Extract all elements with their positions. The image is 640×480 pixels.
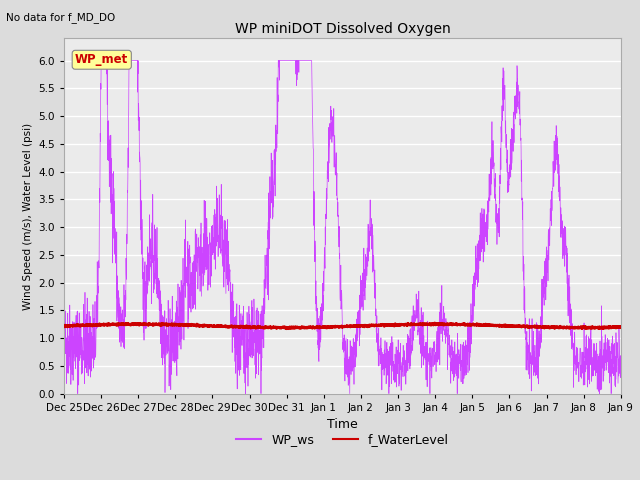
Legend: WP_ws, f_WaterLevel: WP_ws, f_WaterLevel xyxy=(231,428,454,451)
X-axis label: Time: Time xyxy=(327,418,358,431)
Text: No data for f_MD_DO: No data for f_MD_DO xyxy=(6,12,116,23)
Y-axis label: Wind Speed (m/s), Water Level (psi): Wind Speed (m/s), Water Level (psi) xyxy=(23,122,33,310)
Text: WP_met: WP_met xyxy=(75,53,129,66)
Title: WP miniDOT Dissolved Oxygen: WP miniDOT Dissolved Oxygen xyxy=(234,22,451,36)
